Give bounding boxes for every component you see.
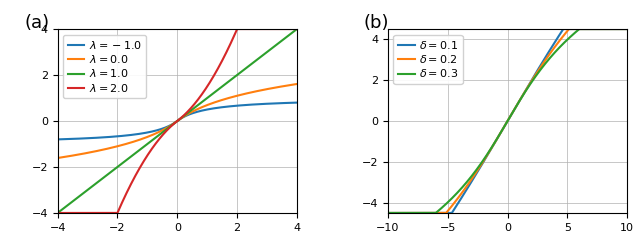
$\lambda = -1.0$ (95, 136, 103, 139)
Line: $\delta = 0.1$: $\delta = 0.1$ (388, 29, 627, 213)
$\delta = 0.1$ (559, 28, 567, 30)
$\lambda = 0.0$ (289, 83, 296, 86)
$\delta = 0.2$ (486, 149, 494, 152)
$\lambda = 0.0$ (145, 135, 153, 138)
$\lambda = 1.0$ (262, 51, 270, 54)
$\delta = 0.2$ (384, 212, 392, 214)
$\delta = 0.3$ (476, 164, 483, 167)
$\delta = 0.3$ (619, 28, 627, 30)
$\delta = 0.2$ (619, 28, 627, 30)
$\delta = 0.1$ (486, 149, 494, 152)
$\lambda = -1.0$ (293, 101, 301, 104)
$\delta = 0.1$ (384, 212, 392, 214)
$\delta = 0.3$ (575, 28, 583, 30)
$\delta = 0.2$ (593, 28, 600, 30)
$\lambda = 1.0$ (81, 190, 89, 193)
$\delta = 0.1$ (619, 28, 627, 30)
$\lambda = 1.0$ (156, 133, 164, 136)
$\lambda = 1.0$ (95, 180, 103, 182)
$\lambda = 2.0$ (95, 212, 103, 214)
$\lambda = 0.0$ (81, 152, 89, 155)
$\delta = 0.1$ (623, 28, 631, 30)
Line: $\lambda = 0.0$: $\lambda = 0.0$ (58, 84, 297, 158)
$\lambda = 1.0$ (54, 212, 61, 214)
$\lambda = 2.0$ (289, 28, 296, 30)
$\lambda = 2.0$ (262, 28, 270, 30)
$\delta = 0.3$ (384, 212, 392, 214)
$\delta = 0.1$ (426, 212, 433, 214)
$\lambda = 1.0$ (293, 28, 301, 30)
$\lambda = 2.0$ (234, 28, 241, 30)
$\lambda = 2.0$ (156, 137, 164, 140)
$\lambda = 0.0$ (95, 149, 103, 152)
$\lambda = -1.0$ (289, 101, 296, 104)
$\lambda = -1.0$ (81, 137, 89, 140)
$\delta = 0.2$ (426, 212, 433, 214)
$\lambda = 1.0$ (289, 31, 296, 34)
$\lambda = 0.0$ (54, 157, 61, 159)
$\lambda = 0.0$ (262, 88, 270, 91)
$\lambda = 2.0$ (293, 28, 301, 30)
Line: $\lambda = -1.0$: $\lambda = -1.0$ (58, 103, 297, 139)
$\delta = 0.1$ (412, 212, 419, 214)
$\delta = 0.2$ (565, 28, 573, 30)
Legend: $\delta = 0.1$, $\delta = 0.2$, $\delta = 0.3$: $\delta = 0.1$, $\delta = 0.2$, $\delta … (394, 35, 463, 84)
Line: $\delta = 0.2$: $\delta = 0.2$ (388, 29, 627, 213)
Text: (b): (b) (364, 14, 389, 32)
$\lambda = -1.0$ (262, 102, 270, 105)
$\lambda = 2.0$ (54, 212, 61, 214)
Text: (a): (a) (24, 14, 49, 32)
Line: $\lambda = 2.0$: $\lambda = 2.0$ (58, 29, 297, 213)
$\delta = 0.3$ (486, 149, 494, 151)
$\lambda = 2.0$ (145, 151, 153, 154)
$\delta = 0.2$ (623, 28, 631, 30)
Line: $\delta = 0.3$: $\delta = 0.3$ (388, 29, 627, 213)
$\delta = 0.2$ (412, 212, 419, 214)
$\lambda = -1.0$ (54, 138, 61, 141)
$\lambda = 0.0$ (156, 130, 164, 133)
$\lambda = -1.0$ (156, 128, 164, 131)
$\lambda = 2.0$ (81, 212, 89, 214)
$\delta = 0.3$ (623, 28, 631, 30)
$\delta = 0.3$ (426, 212, 433, 214)
$\delta = 0.3$ (412, 212, 419, 214)
$\delta = 0.3$ (593, 28, 600, 30)
$\lambda = 0.0$ (293, 83, 301, 85)
$\lambda = -1.0$ (145, 131, 153, 134)
$\lambda = 1.0$ (145, 141, 153, 144)
$\delta = 0.1$ (593, 28, 600, 30)
Legend: $\lambda = -1.0$, $\lambda = 0.0$, $\lambda = 1.0$, $\lambda = 2.0$: $\lambda = -1.0$, $\lambda = 0.0$, $\lam… (63, 35, 147, 98)
Line: $\lambda = 1.0$: $\lambda = 1.0$ (58, 29, 297, 213)
$\delta = 0.1$ (476, 167, 483, 170)
$\delta = 0.2$ (476, 166, 483, 168)
